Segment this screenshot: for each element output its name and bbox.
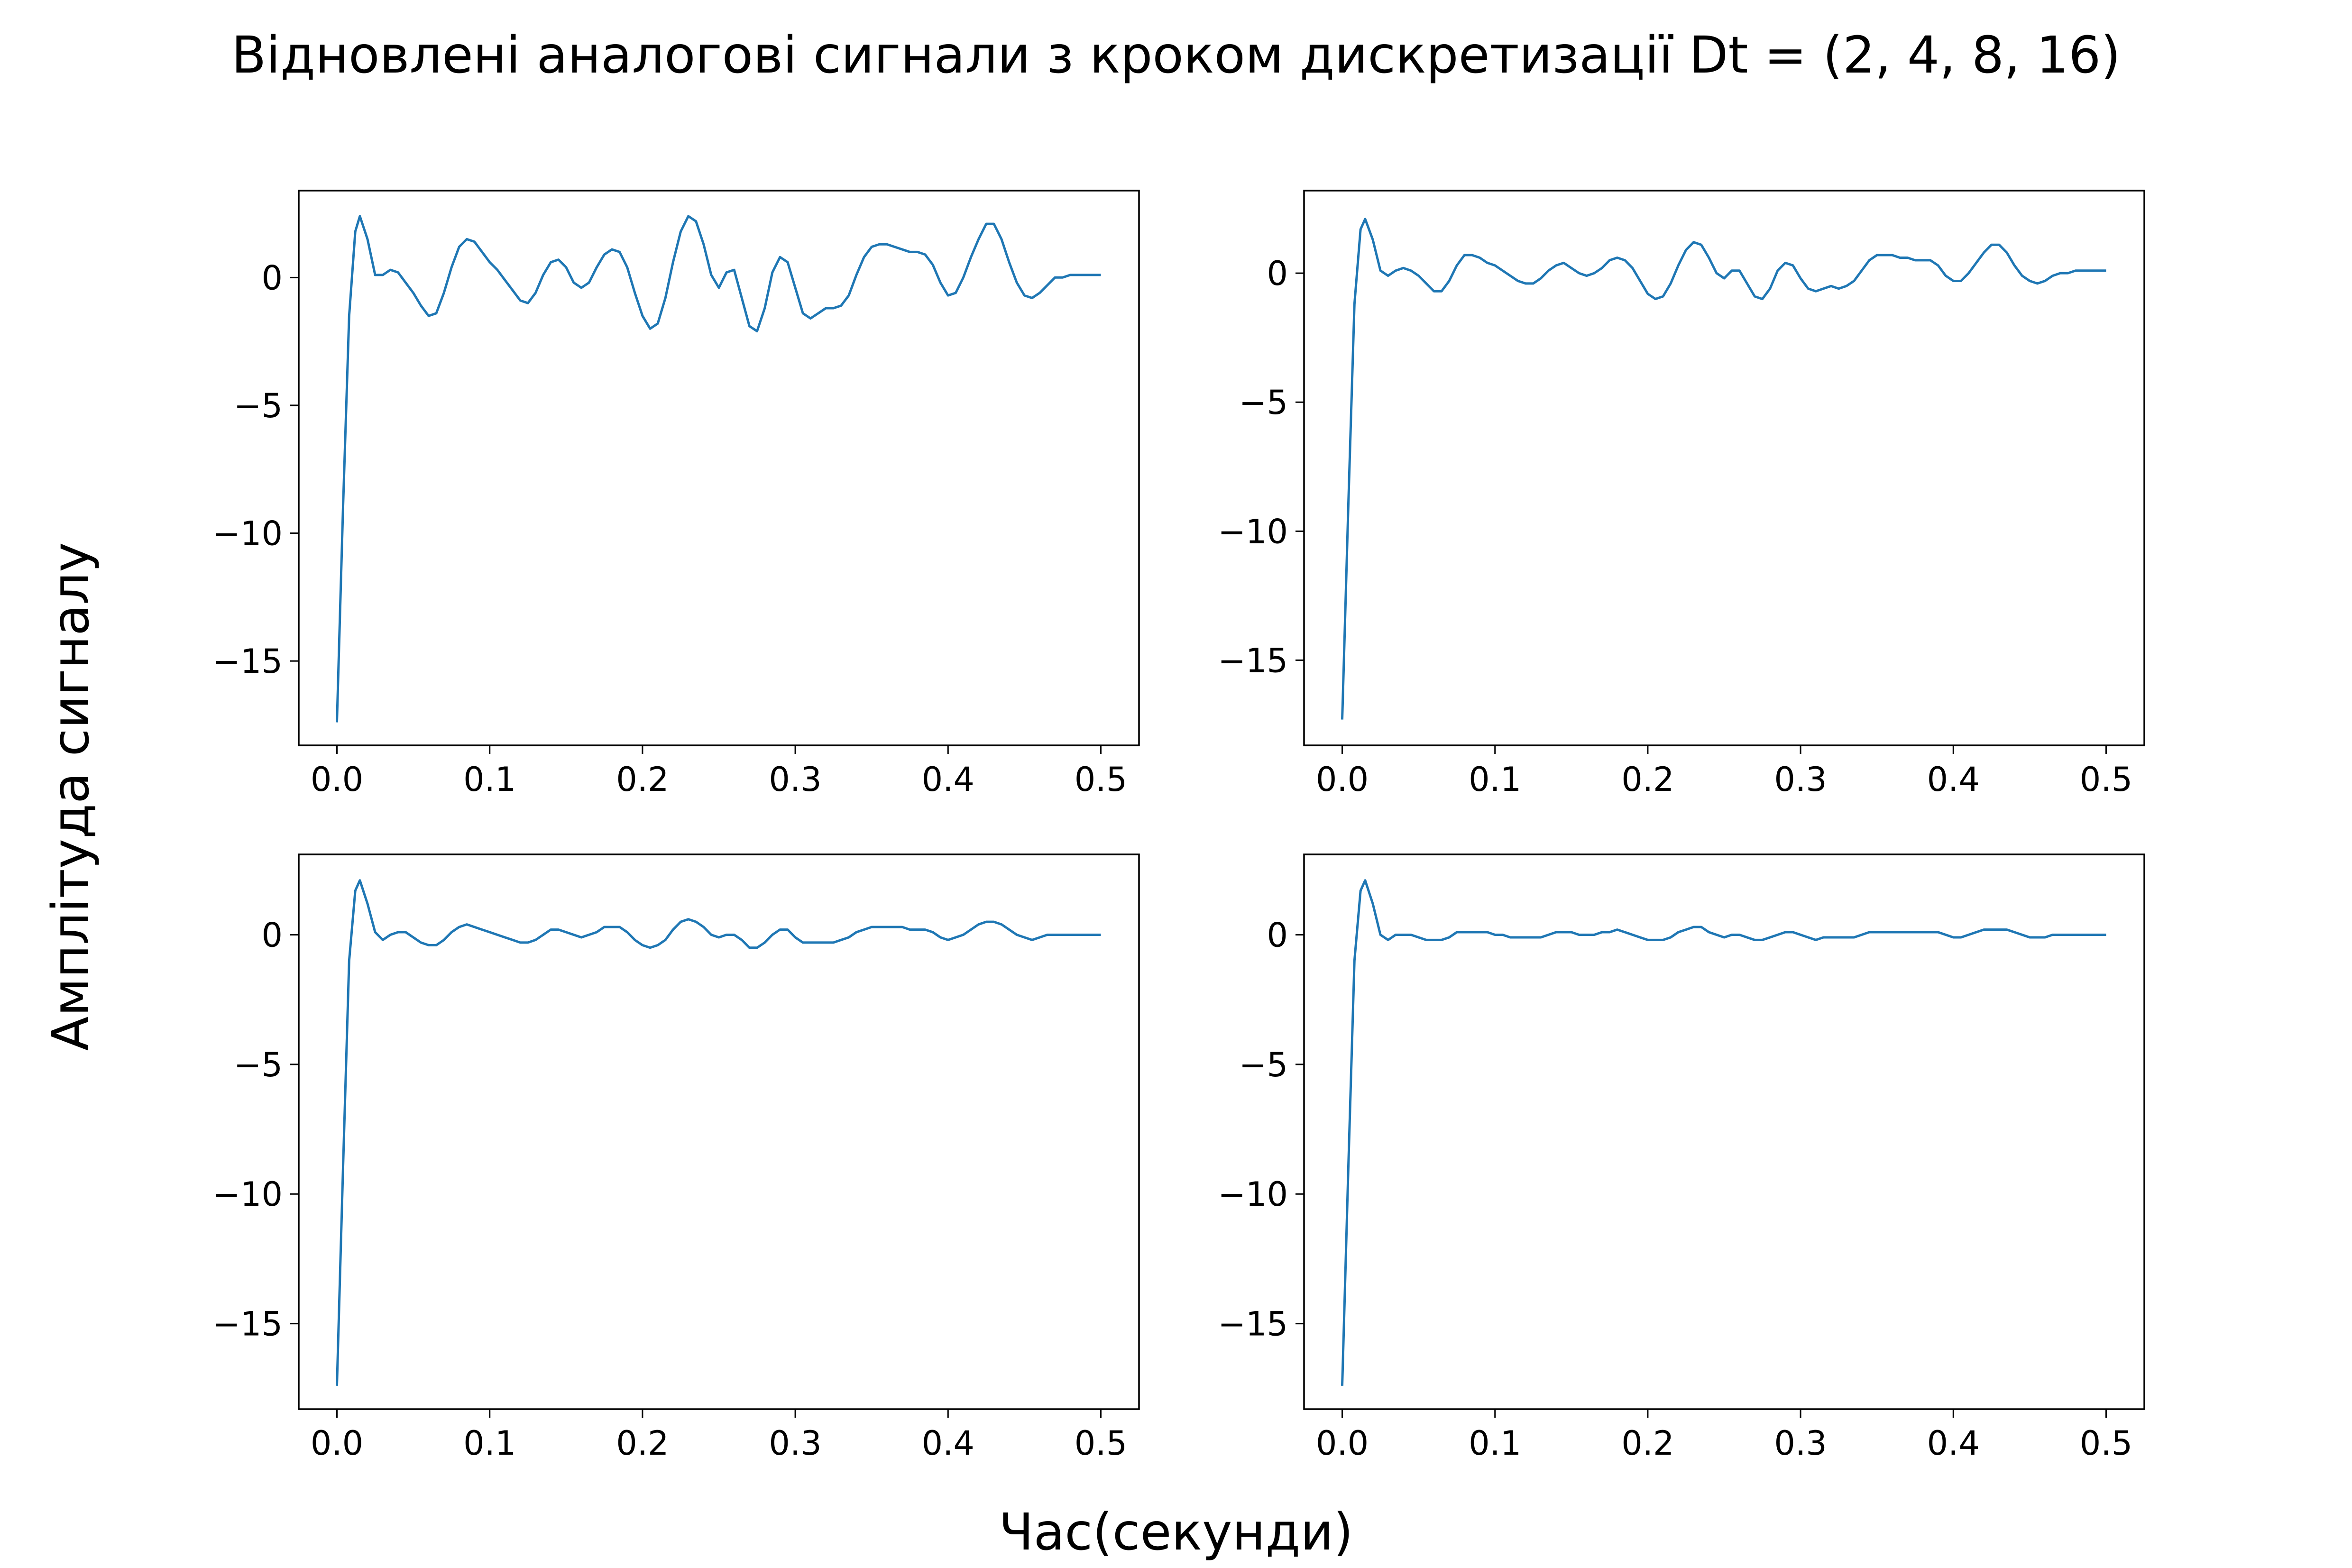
y-tick-label: −5 — [1239, 383, 1288, 422]
y-tick-label: −15 — [212, 1305, 283, 1344]
x-tick-label: 0.2 — [616, 760, 669, 799]
x-tick-label: 0.0 — [1316, 1424, 1369, 1463]
x-tick-label: 0.5 — [2080, 760, 2132, 799]
subplot-bottom-right: 0.0 0.1 0.2 0.3 0.4 0.5 0 −5 −10 −15 — [1218, 853, 2145, 1463]
axes-frame — [1303, 190, 2145, 746]
y-tick-label: 0 — [261, 916, 283, 954]
x-tick-label: 0.3 — [769, 760, 821, 799]
figure-title: Відновлені аналогові сигнали з кроком ди… — [231, 26, 2121, 85]
subplot-top-right: 0.0 0.1 0.2 0.3 0.4 0.5 0 −5 −10 −15 — [1218, 190, 2145, 799]
y-tick-label: −10 — [212, 1175, 283, 1214]
x-tick-label: 0.3 — [1774, 1424, 1827, 1463]
x-tick-label: 0.1 — [463, 760, 516, 799]
x-tick-label: 0.0 — [311, 760, 363, 799]
x-tick-label: 0.5 — [1075, 1424, 1127, 1463]
x-tick-label: 0.5 — [2080, 1424, 2132, 1463]
x-tick-label: 0.5 — [1075, 760, 1127, 799]
axes-frame — [298, 190, 1140, 746]
x-tick-label: 0.4 — [1927, 1424, 1980, 1463]
x-tick-label: 0.4 — [922, 760, 974, 799]
x-axis-label: Час(секунди) — [999, 1503, 1353, 1562]
y-tick-label: 0 — [261, 258, 283, 297]
subplot-bottom-left: 0.0 0.1 0.2 0.3 0.4 0.5 0 −5 −10 −15 — [212, 853, 1140, 1463]
x-tick-label: 0.3 — [769, 1424, 821, 1463]
series-line — [336, 215, 1101, 723]
y-tick-label: −10 — [1218, 1175, 1288, 1214]
x-tick-label: 0.2 — [1621, 1424, 1674, 1463]
x-tick-label: 0.0 — [1316, 760, 1369, 799]
y-tick-label: −10 — [1218, 512, 1288, 551]
x-tick-label: 0.2 — [616, 1424, 669, 1463]
x-tick-label: 0.4 — [1927, 760, 1980, 799]
x-tick-label: 0.1 — [463, 1424, 516, 1463]
y-tick-label: −5 — [1239, 1045, 1288, 1084]
y-tick-label: −5 — [234, 1045, 283, 1084]
y-tick-label: 0 — [1267, 254, 1288, 293]
x-tick-label: 0.0 — [311, 1424, 363, 1463]
axes-frame — [298, 853, 1140, 1410]
y-tick-label: 0 — [1267, 916, 1288, 954]
y-tick-label: −15 — [1218, 641, 1288, 680]
x-tick-label: 0.1 — [1469, 760, 1521, 799]
x-tick-label: 0.1 — [1469, 1424, 1521, 1463]
series-line — [1341, 879, 2106, 1386]
y-tick-label: −15 — [1218, 1305, 1288, 1344]
y-tick-label: −10 — [212, 514, 283, 553]
y-tick-label: −5 — [234, 386, 283, 425]
series-line — [1341, 218, 2106, 720]
series-line — [336, 879, 1101, 1386]
x-tick-label: 0.2 — [1621, 760, 1674, 799]
axes-frame — [1303, 853, 2145, 1410]
x-tick-label: 0.4 — [922, 1424, 974, 1463]
y-tick-label: −15 — [212, 642, 283, 681]
y-axis-label: Амплітуда сигналу — [42, 542, 101, 1051]
x-tick-label: 0.3 — [1774, 760, 1827, 799]
subplot-top-left: 0.0 0.1 0.2 0.3 0.4 0.5 0 −5 −10 −15 — [212, 190, 1140, 799]
